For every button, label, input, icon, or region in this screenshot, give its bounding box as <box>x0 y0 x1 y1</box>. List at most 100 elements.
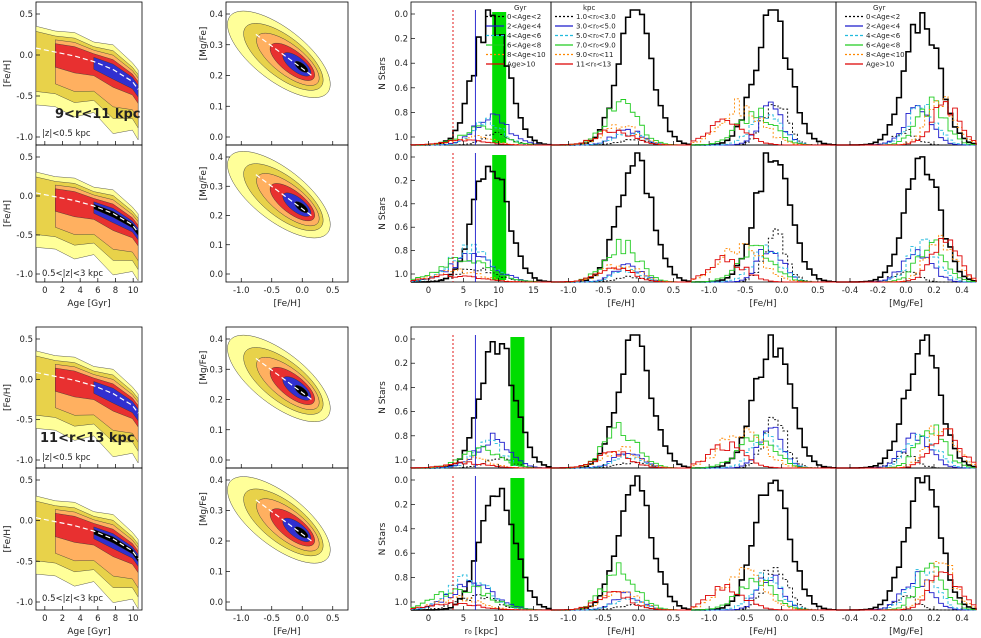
x-tick-label: 5 <box>461 286 466 296</box>
y-tick-label: 1.0 <box>394 133 408 143</box>
y-axis-label: [Fe/H] <box>3 384 13 411</box>
legend-label: 9.0<r₀<11 <box>576 51 613 59</box>
age-bin-histogram-line <box>550 238 692 283</box>
age-bin-histogram-line <box>550 446 692 469</box>
total-histogram-line <box>836 156 977 283</box>
histogram-panel <box>836 334 977 469</box>
legend-label: Age>10 <box>507 61 535 69</box>
x-tick-label: -0.5 <box>263 286 280 296</box>
height-bin-label: 0.5<|z|<3 kpc <box>42 594 103 604</box>
radius-bin-label: 9<r<11 kpc <box>55 107 141 122</box>
age-bin-histogram-line <box>550 422 692 469</box>
height-bin-label: 0.5<|z|<3 kpc <box>42 269 103 279</box>
histogram-panel <box>550 9 692 146</box>
y-axis-label: [Mg/Fe] <box>199 492 209 526</box>
age-bin-histogram-line <box>410 461 552 469</box>
legend-label: 0<Age<2 <box>866 13 900 21</box>
y-axis-label: N Stars <box>378 57 388 90</box>
y-tick-label: 1.0 <box>394 270 408 280</box>
median-ridge-line <box>36 192 139 233</box>
mgfe-feh-contours <box>227 10 331 98</box>
y-axis-label: N Stars <box>378 381 388 414</box>
y-tick-label: 0.4 <box>394 200 408 210</box>
legend-label: 4<Age<6 <box>866 32 901 40</box>
y-axis-label: [Mg/Fe] <box>199 351 209 385</box>
age-bin-histogram-line <box>550 99 692 146</box>
histogram-panel <box>410 9 552 146</box>
histogram-panel <box>690 9 837 146</box>
y-axis-label: [Fe/H] <box>3 525 13 552</box>
x-tick-label: -1.0 <box>701 286 718 296</box>
histogram-panel <box>690 334 837 469</box>
x-tick-label: -1.0 <box>701 614 718 624</box>
y-tick-label: 0.2 <box>209 212 223 222</box>
y-tick-label: -0.5 <box>16 92 33 102</box>
x-tick-label: -0.5 <box>595 614 612 624</box>
x-tick-label: 0 <box>426 614 431 624</box>
legend-label: 3.0<r₀<5.0 <box>576 23 616 31</box>
total-histogram-line <box>550 152 692 283</box>
x-tick-label: 2 <box>60 286 65 296</box>
x-tick-label: -1.0 <box>560 614 577 624</box>
median-ridge-line <box>255 33 314 77</box>
histogram-panel <box>410 335 552 469</box>
x-tick-label: 0.5 <box>811 286 825 296</box>
x-tick-label: 8 <box>113 614 118 624</box>
total-histogram-line <box>690 9 837 146</box>
age-bin-histogram-line <box>410 267 552 283</box>
y-tick-label: 0.8 <box>394 432 408 442</box>
y-axis-label: N Stars <box>378 197 388 230</box>
height-bin-label: |z|<0.5 kpc <box>42 129 91 139</box>
y-tick-label: 0.2 <box>209 537 223 547</box>
y-tick-label: 0.3 <box>209 41 223 51</box>
legend-label: 2<Age<4 <box>866 23 901 31</box>
age-feh-contours <box>36 495 139 610</box>
x-tick-label: 8 <box>113 286 118 296</box>
y-tick-label: 0.6 <box>394 408 408 418</box>
panel-frame <box>550 467 692 611</box>
age-bin-histogram-line <box>410 432 552 469</box>
x-tick-label: 5 <box>461 614 466 624</box>
histogram-panel <box>410 153 552 283</box>
histogram-panel <box>836 475 977 611</box>
age-bin-histogram-line <box>550 562 692 611</box>
y-tick-label: 0.0 <box>19 375 33 385</box>
x-tick-label: -0.5 <box>595 286 612 296</box>
legend-title: kpc <box>583 4 595 12</box>
histogram-panel <box>550 475 692 611</box>
x-axis-label: [Mg/Fe] <box>889 299 923 309</box>
histogram-panel <box>550 334 692 469</box>
median-ridge-line <box>36 47 139 90</box>
x-tick-label: 0.5 <box>667 614 681 624</box>
x-tick-label: 0.0 <box>632 286 646 296</box>
age-bin-histogram-line <box>551 454 692 469</box>
x-tick-label: 0.0 <box>775 286 789 296</box>
age-bin-histogram-line <box>836 101 977 146</box>
y-tick-label: 0.6 <box>394 223 408 233</box>
x-tick-label: -0.2 <box>870 286 887 296</box>
y-tick-label: 0.4 <box>209 153 223 163</box>
y-axis-label: [Mg/Fe] <box>199 27 209 61</box>
panel-frame <box>550 1 692 146</box>
x-tick-label: 15 <box>528 286 539 296</box>
legend-label: 5.0<r₀<7.0 <box>576 32 616 40</box>
contour-level <box>55 367 139 428</box>
y-tick-label: 1.0 <box>394 598 408 608</box>
y-tick-label: 0.8 <box>394 247 408 257</box>
contour-level <box>55 43 139 105</box>
x-tick-label: -1.0 <box>233 614 250 624</box>
age-bin-histogram-line <box>550 451 692 469</box>
x-tick-label: 0.4 <box>955 286 969 296</box>
y-tick-label: 0.4 <box>394 383 408 393</box>
contour-level <box>93 57 139 98</box>
y-tick-label: 0.0 <box>19 517 33 527</box>
y-tick-label: 0.4 <box>209 476 223 486</box>
y-tick-label: 0.5 <box>19 153 33 163</box>
x-tick-label: 0 <box>426 286 431 296</box>
y-tick-label: 0.8 <box>394 108 408 118</box>
x-tick-label: 10 <box>128 614 139 624</box>
age-feh-contours <box>36 171 139 282</box>
